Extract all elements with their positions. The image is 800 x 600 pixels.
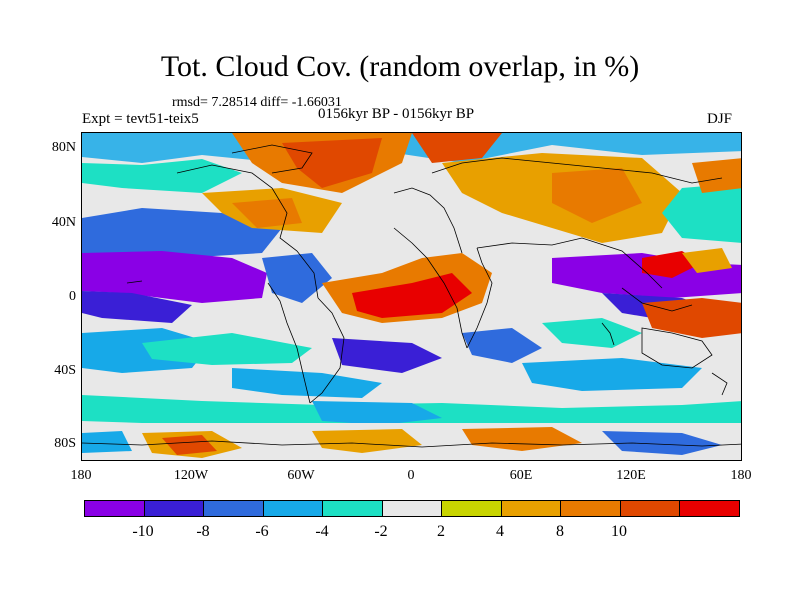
colorbar-swatch [620,501,681,516]
colorbar-swatch [382,501,443,516]
lon-label-120e: 120E [616,468,646,483]
colorbar-label: 2 [437,523,445,540]
colorbar-swatch [323,501,383,516]
colorbar-label: 10 [611,523,627,540]
lat-label-80s: 80S [54,436,76,451]
colorbar [84,500,740,517]
cloud-cover-difference-map [81,132,742,461]
lon-label-0: 0 [407,468,415,483]
season-label: DJF [707,111,733,127]
colorbar-label: -4 [315,523,329,540]
map-title: Tot. Cloud Cov. (random overlap, in %) [160,50,640,83]
colorbar-label: -6 [255,523,269,540]
lon-label-60e: 60E [509,468,533,483]
colorbar-label: -8 [196,523,210,540]
rmsd-diff-stats: rmsd= 7.28514 diff= -1.66031 [172,95,342,110]
period-label: 0156kyr BP - 0156kyr BP [318,106,475,122]
colorbar-swatch [442,501,502,516]
lat-label-80n: 80N [51,140,76,155]
lon-label-60w: 60W [287,468,315,483]
colorbar-swatch [85,501,145,516]
colorbar-label: -2 [374,523,388,540]
experiment-label: Expt = tevt51-teix5 [82,111,199,127]
lon-label-120w: 120W [173,468,209,483]
lat-label-equator: 0 [69,289,76,304]
colorbar-swatch [680,501,740,516]
colorbar-label: 8 [556,523,564,540]
map-canvas [82,133,741,460]
colorbar-swatch [561,501,621,516]
lon-label-180w: 180 [70,468,92,483]
lon-label-180e: 180 [730,468,752,483]
colorbar-swatch [204,501,264,516]
lat-label-40n: 40N [51,215,76,230]
lat-label-40s: 40S [54,363,76,378]
colorbar-swatch [263,501,324,516]
colorbar-label: 4 [496,523,504,540]
colorbar-label: -10 [132,523,154,540]
colorbar-swatch [501,501,562,516]
colorbar-swatch [144,501,205,516]
